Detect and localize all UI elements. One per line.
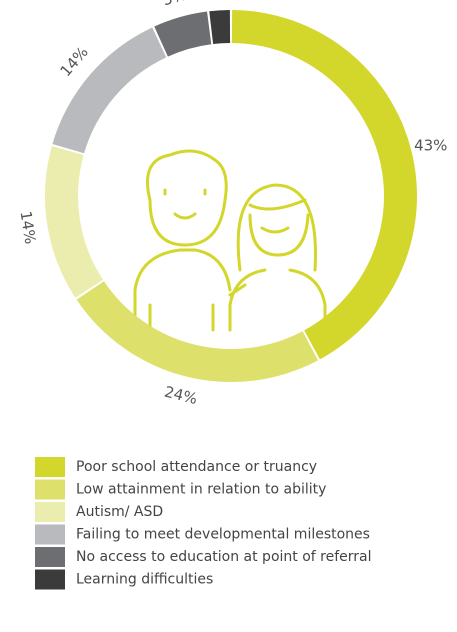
donut-segment — [77, 281, 318, 382]
legend-swatch — [35, 570, 65, 590]
chart: 43%24%14%14%5%2%Poor school attendance o… — [0, 0, 457, 632]
data-label: 14% — [57, 43, 92, 80]
legend-label: Poor school attendance or truancy — [76, 459, 317, 475]
legend-label: Low attainment in relation to ability — [76, 482, 326, 498]
children-icon — [135, 151, 325, 330]
legend-swatch — [35, 457, 65, 477]
legend-label: Autism/ ASD — [76, 504, 163, 520]
data-label: 14% — [16, 210, 39, 246]
legend-swatch — [35, 502, 65, 522]
donut-segment — [154, 12, 211, 57]
donut-segment — [52, 27, 166, 153]
donut-segment — [45, 146, 103, 298]
legend-label: Failing to meet developmental milestones — [76, 527, 370, 543]
data-label: 5% — [161, 0, 189, 9]
data-label: 24% — [163, 382, 200, 408]
donut-segment — [209, 10, 230, 44]
legend-swatch — [35, 525, 65, 545]
legend-label: No access to education at point of refer… — [76, 549, 372, 565]
legend-label: Learning difficulties — [76, 572, 213, 588]
data-label: 43% — [414, 136, 447, 154]
legend-swatch — [35, 547, 65, 567]
legend-swatch — [35, 480, 65, 500]
